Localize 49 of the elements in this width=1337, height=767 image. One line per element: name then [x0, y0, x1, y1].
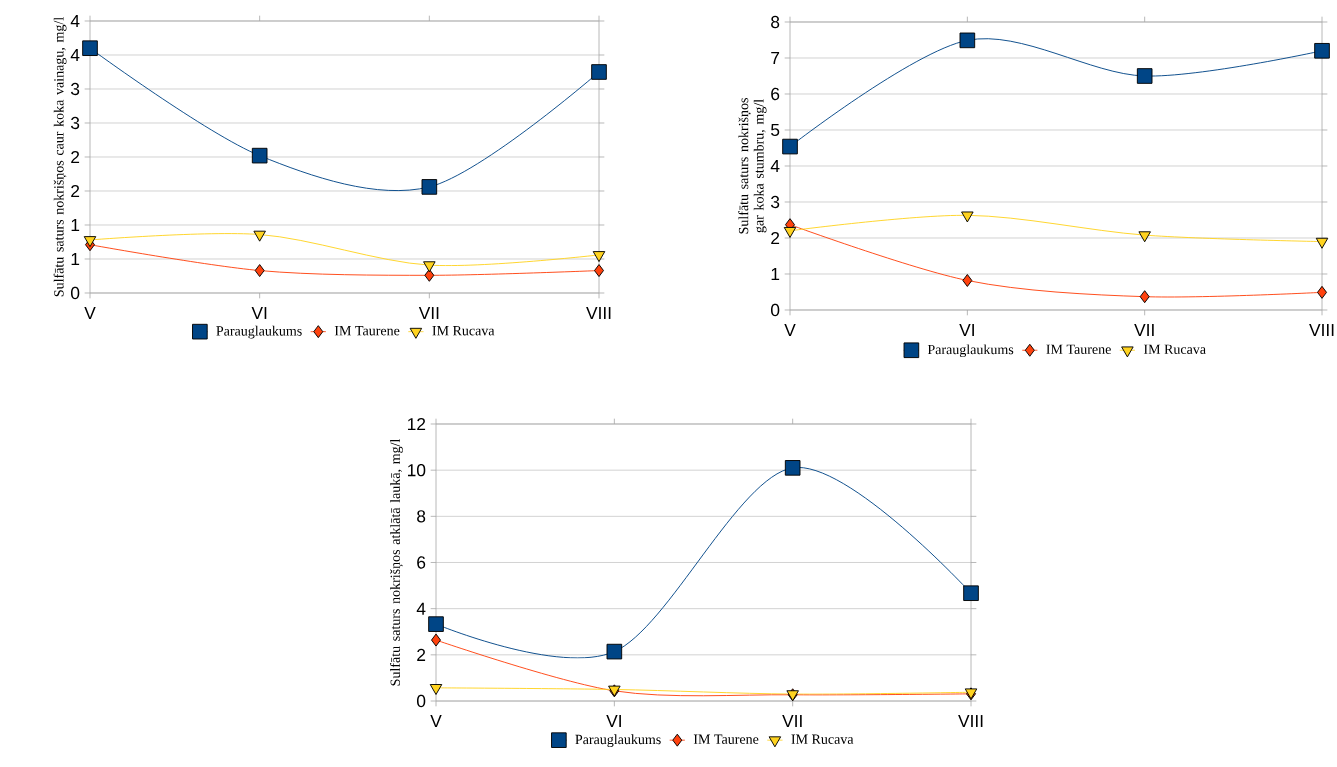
y-tick-label: 4: [70, 15, 80, 27]
y-tick-label: 6: [771, 87, 780, 101]
y-tick-label: 8: [771, 15, 780, 29]
y-tick-label: 4: [770, 160, 780, 172]
legend-label: IM Rucava: [432, 326, 495, 336]
x-tick-label: VII: [782, 715, 802, 727]
y-tick-label: 6: [417, 556, 426, 569]
y-tick-label: 2: [417, 648, 426, 661]
y-tick-label: 3: [771, 195, 780, 209]
y-tick-label: 4: [416, 602, 426, 615]
x-tick-label: VIII: [1309, 324, 1334, 336]
legend-label: Parauglaukums: [927, 344, 1014, 358]
legend-label: IM Taurene: [1046, 344, 1111, 354]
y-axis-title: Sulfātu saturs nokrišņos atklātā laukā, mg/l: [389, 438, 403, 686]
y-tick-label: 3: [70, 82, 80, 96]
x-tick-label: V: [84, 307, 96, 319]
y-tick-label: 2: [71, 184, 80, 198]
y-axis-title: Sulfātu saturs nokrišņos caur koka vainagu, mg/l: [53, 17, 67, 297]
y-tick-label: 8: [417, 510, 426, 523]
y-axis-title: Sulfātu saturs nokrišņos gar koka stumbru, mg/l: [738, 98, 767, 234]
y-tick-label: 10: [408, 464, 426, 477]
y-tick-label: 1: [771, 268, 780, 280]
legend-label: Parauglaukums: [216, 325, 302, 339]
y-tick-label: 12: [408, 417, 426, 431]
y-tick-label: 3: [70, 116, 80, 130]
legend-label: IM Taurene: [334, 326, 400, 336]
legend-label: IM Taurene: [693, 734, 759, 744]
x-tick-label: VI: [606, 715, 621, 727]
y-tick-label: 1: [71, 253, 80, 265]
legend-label: IM Rucava: [1143, 344, 1206, 354]
y-tick-label: 4: [70, 49, 80, 61]
x-tick-label: VIII: [586, 307, 611, 319]
x-tick-label: VI: [251, 307, 267, 319]
y-tick-label: 2: [771, 231, 780, 245]
x-tick-label: VII: [1134, 324, 1154, 336]
legend-label: IM Rucava: [791, 734, 854, 744]
x-tick-label: V: [430, 715, 442, 727]
y-tick-label: 2: [71, 150, 80, 164]
x-tick-label: VI: [959, 324, 974, 336]
y-tick-label: 0: [70, 286, 80, 300]
y-tick-label: 1: [71, 219, 80, 231]
y-tick-label: 7: [771, 52, 780, 64]
x-tick-label: VII: [418, 307, 439, 319]
y-tick-label: 0: [416, 694, 426, 708]
x-tick-label: V: [784, 324, 796, 336]
x-tick-label: VIII: [958, 715, 983, 727]
y-tick-label: 0: [771, 303, 780, 317]
legend-label: Parauglaukums: [575, 734, 661, 748]
y-tick-label: 5: [771, 123, 780, 137]
